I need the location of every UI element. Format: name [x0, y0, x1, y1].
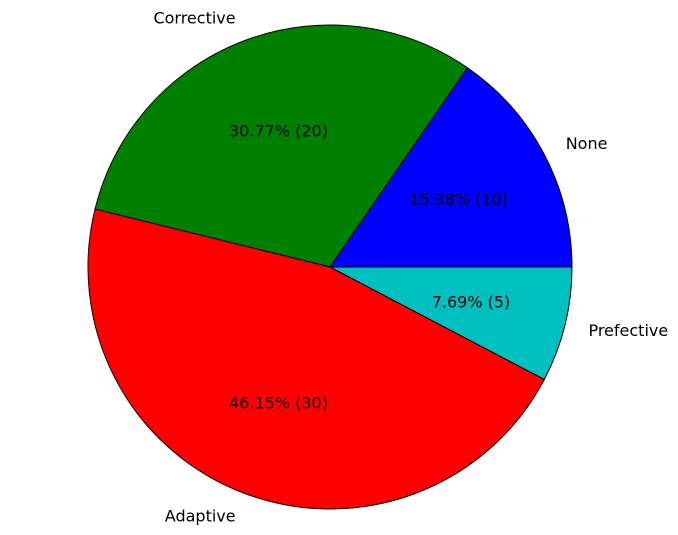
slice-prefective	[329, 266, 573, 380]
percent-label-adaptive: 46.15% (30)	[229, 393, 328, 412]
slice-label-none: None	[566, 134, 608, 153]
percent-label-prefective: 7.69% (5)	[432, 292, 511, 311]
pie-labels: None 15.38% (10) Corrective 30.77% (20) Adap…	[153, 9, 668, 526]
slice-corrective	[94, 24, 468, 268]
percent-label-corrective: 30.77% (20)	[229, 122, 328, 141]
pie-slices	[87, 24, 573, 510]
percent-label-none: 15.38% (10)	[409, 190, 508, 209]
slice-none	[329, 67, 573, 268]
slice-label-corrective: Corrective	[153, 9, 235, 28]
slice-label-adaptive: Adaptive	[165, 506, 236, 525]
slice-adaptive	[87, 208, 545, 510]
slice-label-prefective: Prefective	[588, 321, 668, 340]
